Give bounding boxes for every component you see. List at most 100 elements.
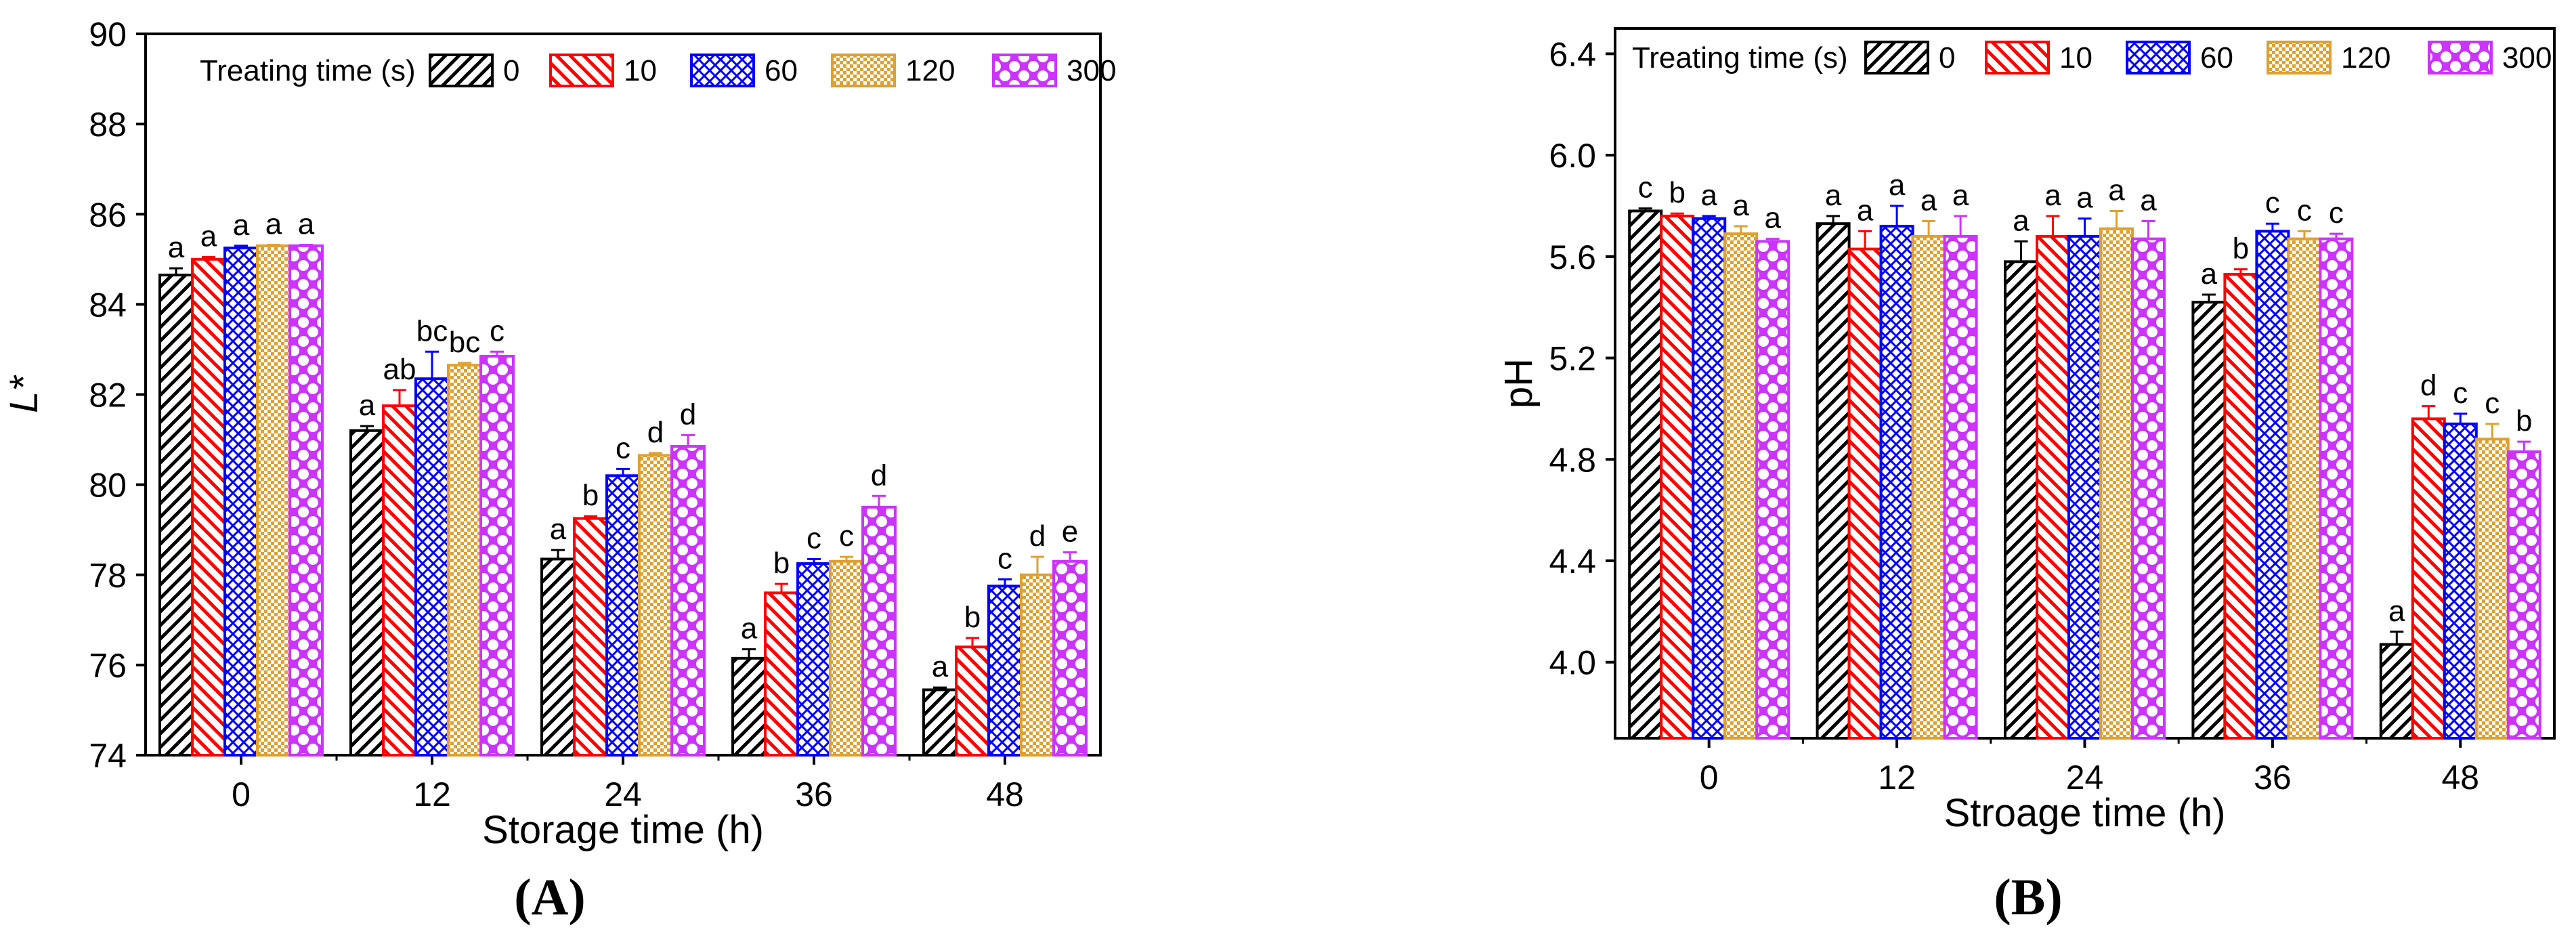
bar-300s-12h bbox=[479, 354, 515, 757]
legend-item: 10 bbox=[1985, 41, 2092, 75]
y-tick-label: 4.8 bbox=[1549, 441, 1596, 479]
significance-label: bc bbox=[449, 326, 480, 359]
significance-label: a bbox=[1700, 179, 1717, 212]
bar-10s-48h bbox=[955, 645, 990, 757]
bar-120s-48h bbox=[1020, 573, 1055, 757]
legend-item: 0 bbox=[1864, 41, 1955, 75]
x-tick-label: 48 bbox=[986, 775, 1024, 813]
legend: Treating time (s) 0 10 60 120 300 bbox=[1632, 41, 2552, 75]
x-tick-label: 48 bbox=[2441, 759, 2479, 796]
x-axis-title: Storage time (h) bbox=[482, 808, 764, 852]
significance-label: a bbox=[2201, 257, 2218, 291]
significance-label: c bbox=[839, 519, 854, 553]
y-tick-label: 4.4 bbox=[1549, 543, 1596, 580]
y-tick-label: 6.4 bbox=[1549, 35, 1596, 73]
significance-label: d bbox=[680, 398, 696, 431]
legend-item: 10 bbox=[549, 54, 657, 87]
significance-label: a bbox=[932, 650, 949, 683]
x-tick-label: 0 bbox=[1700, 759, 1719, 796]
legend-item: 60 bbox=[690, 54, 798, 87]
y-tick-label: 76 bbox=[89, 647, 127, 685]
legend: Treating time (s) 0 10 60 120 300 bbox=[200, 54, 1116, 87]
bar-300s-12h bbox=[1943, 234, 1978, 740]
significance-label: a bbox=[1732, 189, 1749, 222]
significance-label: c bbox=[2265, 186, 2280, 219]
significance-label: a bbox=[2076, 182, 2093, 215]
significance-label: b bbox=[964, 601, 981, 634]
legend-label: 0 bbox=[1939, 41, 1955, 75]
bar-300s-24h bbox=[670, 445, 706, 757]
significance-label: c bbox=[490, 314, 505, 347]
bar-300s-0h bbox=[288, 244, 324, 757]
significance-label: a bbox=[1825, 179, 1842, 212]
bar-120s-12h bbox=[447, 364, 482, 757]
significance-label: ab bbox=[383, 353, 416, 386]
bar-60s-24h bbox=[2067, 234, 2102, 740]
significance-label: a bbox=[2013, 204, 2030, 237]
significance-label: b bbox=[1669, 176, 1685, 209]
bar-0s-36h bbox=[731, 656, 767, 757]
significance-label: a bbox=[298, 208, 315, 241]
y-tick-label: 86 bbox=[89, 196, 127, 234]
legend-label: 120 bbox=[905, 54, 955, 87]
bar-60s-36h bbox=[796, 562, 832, 757]
x-tick-label: 24 bbox=[604, 775, 642, 813]
legend-swatch bbox=[2428, 41, 2493, 75]
legend-item: 0 bbox=[429, 54, 519, 87]
y-axis-title: L* bbox=[2, 375, 46, 413]
significance-label: c bbox=[616, 431, 630, 465]
bar-120s-12h bbox=[1911, 234, 1946, 740]
significance-label: a bbox=[2388, 595, 2405, 628]
legend-item: 60 bbox=[2126, 41, 2233, 75]
legend-item: 120 bbox=[2267, 41, 2390, 75]
significance-label: a bbox=[1952, 179, 1969, 212]
significance-label: a bbox=[233, 209, 250, 242]
legend-swatch bbox=[2126, 41, 2191, 75]
bar-300s-48h bbox=[1052, 559, 1088, 757]
bar-0s-36h bbox=[2191, 301, 2227, 740]
bar-10s-24h bbox=[573, 517, 608, 757]
bar-60s-48h bbox=[2443, 422, 2478, 740]
significance-label: a bbox=[1857, 194, 1874, 227]
bar-60s-0h bbox=[1692, 217, 1727, 740]
significance-label: a bbox=[1764, 202, 1781, 235]
significance-label: c bbox=[2297, 194, 2312, 227]
significance-label: d bbox=[647, 416, 664, 449]
bar-60s-12h bbox=[414, 377, 450, 757]
legend-label: 10 bbox=[624, 54, 657, 87]
legend-label: 60 bbox=[2200, 41, 2233, 75]
bar-0s-0h bbox=[158, 274, 194, 757]
y-tick-label: 5.2 bbox=[1549, 340, 1596, 378]
bar-0s-24h bbox=[540, 557, 576, 757]
bar-10s-36h bbox=[2223, 273, 2258, 740]
bar-10s-48h bbox=[2411, 417, 2446, 740]
significance-label: c bbox=[2453, 377, 2468, 410]
y-tick-label: 6.0 bbox=[1549, 137, 1596, 175]
legend-title: Treating time (s) bbox=[1632, 41, 1848, 75]
bar-0s-0h bbox=[1628, 209, 1663, 740]
bar-120s-24h bbox=[2099, 227, 2134, 740]
bar-300s-36h bbox=[861, 505, 897, 757]
y-tick-label: 90 bbox=[89, 16, 127, 54]
y-axis-title: pH bbox=[1497, 358, 1541, 408]
bar-120s-48h bbox=[2474, 438, 2510, 740]
bar-10s-24h bbox=[2036, 234, 2070, 740]
significance-label: b bbox=[2233, 232, 2249, 265]
legend-label: 120 bbox=[2341, 41, 2390, 75]
bar-120s-24h bbox=[638, 454, 673, 757]
y-tick-label: 80 bbox=[89, 467, 127, 505]
legend-swatch bbox=[549, 54, 614, 87]
panel-label: (B) bbox=[1994, 869, 2062, 926]
bar-10s-12h bbox=[1847, 247, 1883, 740]
significance-label: d bbox=[2420, 369, 2437, 402]
bar-0s-48h bbox=[2379, 643, 2414, 740]
significance-label: a bbox=[265, 208, 282, 241]
legend-label: 300 bbox=[1067, 54, 1116, 87]
legend-swatch bbox=[429, 54, 494, 87]
bar-60s-48h bbox=[987, 584, 1023, 757]
significance-label: b bbox=[2516, 404, 2532, 438]
significance-label: c bbox=[997, 542, 1012, 575]
bar-10s-0h bbox=[1660, 214, 1695, 740]
x-tick-label: 12 bbox=[1878, 759, 1916, 796]
